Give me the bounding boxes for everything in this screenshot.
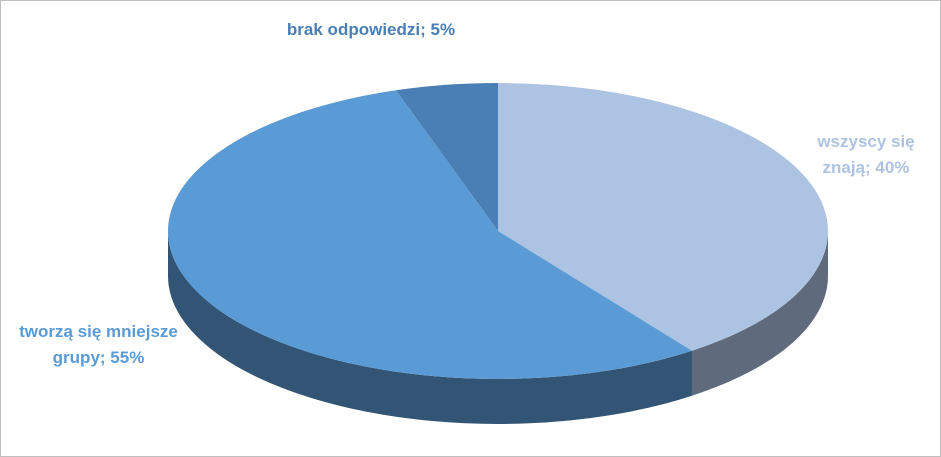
pie-slice xyxy=(396,83,498,231)
data-label: wszyscy się znają; 40% xyxy=(817,132,915,177)
data-label: brak odpowiedzi; 5% xyxy=(286,20,456,39)
pie-slice xyxy=(498,83,829,351)
pie-slice xyxy=(168,90,692,379)
pie-side xyxy=(691,231,828,396)
pie-side xyxy=(168,231,692,424)
data-label: tworzą się mniejsze grupy; 55% xyxy=(19,322,178,367)
